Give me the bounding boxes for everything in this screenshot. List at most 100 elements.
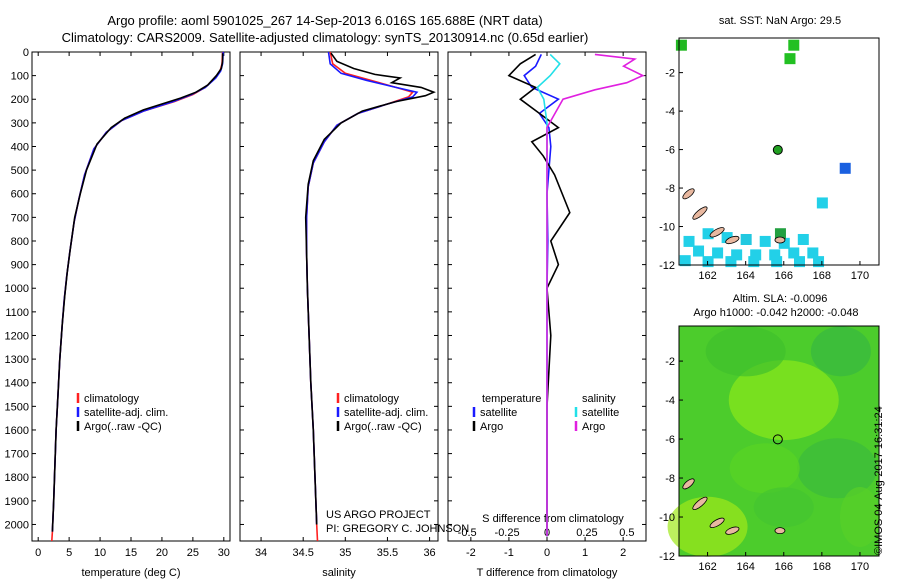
- y-tick-label: -2: [665, 356, 675, 368]
- sst-pixel: [788, 39, 800, 51]
- y-tick-label: -2: [665, 68, 675, 80]
- y-tick-label: 400: [11, 141, 29, 153]
- x-tick-label: 25: [187, 547, 199, 559]
- series-difference-3: [546, 53, 645, 537]
- project-label: US ARGO PROJECT: [326, 509, 431, 521]
- plot-frame-temperature: [31, 51, 231, 542]
- sst-pixel: [712, 247, 724, 259]
- sst-pixel: [748, 256, 760, 268]
- x2-tick-label: 0.25: [576, 527, 597, 539]
- y-tick-label: 1100: [5, 307, 29, 319]
- sst-pixel: [725, 256, 737, 268]
- y-tick-label: 2000: [5, 519, 29, 531]
- legend-temperature-1-label: satellite-adj. clim.: [84, 407, 168, 419]
- x-tick-label: 162: [698, 270, 716, 282]
- sst-pixel: [816, 197, 828, 209]
- sst-pixel: [740, 233, 752, 245]
- sst-pixel: [759, 235, 771, 247]
- sst-pixel: [794, 256, 805, 268]
- sla-map-subtitle: Argo h1000: -0.042 h2000: -0.048: [693, 307, 858, 319]
- sla-blob: [810, 326, 871, 377]
- y-tick-label: 1600: [5, 425, 29, 437]
- sst-pixel: [813, 256, 825, 268]
- series-temperature-2: [51, 53, 224, 532]
- y-tick-label: 1200: [5, 330, 29, 342]
- y-tick-label: 1800: [5, 472, 29, 484]
- sla-map-title: Altim. SLA: -0.0096: [733, 293, 828, 305]
- y-tick-label: -12: [659, 551, 675, 563]
- x2-tick-label: -0.25: [495, 527, 520, 539]
- y-tick-label: 0: [23, 47, 29, 59]
- series-salinity-2: [304, 52, 436, 525]
- map-frame-sla_map: [678, 325, 880, 557]
- y-tick-label: -8: [665, 183, 675, 195]
- y-tick-label: 100: [11, 71, 29, 83]
- y-tick-label: -6: [665, 145, 675, 157]
- x-tick-label: 164: [736, 270, 754, 282]
- x-tick-label: 20: [156, 547, 168, 559]
- chart-title-line1: Argo profile: aoml 5901025_267 14-Sep-20…: [107, 13, 543, 28]
- sst-pixel: [839, 162, 851, 174]
- chart-title-line2: Climatology: CARS2009. Satellite-adjuste…: [61, 30, 589, 45]
- sst-pixel: [721, 232, 733, 244]
- y-tick-label: 200: [11, 94, 29, 106]
- sla-blob: [753, 487, 814, 528]
- sla-blob: [705, 326, 786, 377]
- island-shape: [709, 227, 725, 238]
- imos-timestamp: ©IMOS 04-Aug-2017 16:31:24: [873, 406, 885, 555]
- sst-pixel: [788, 247, 800, 259]
- panel-temperature: 0 5 10 15 20 25 300100200300400500600700800900…: [5, 47, 231, 579]
- sst-pixel: [750, 249, 762, 261]
- y-tick-label: -10: [659, 222, 675, 234]
- map-frame-sst_map: [678, 37, 880, 266]
- panel-salinity: 34 34.5 35 35.5 36 salinity: [239, 51, 439, 579]
- island-shape: [692, 496, 708, 510]
- legend-salinity-heading: salinity: [582, 393, 616, 405]
- x-tick-label: 34.5: [292, 547, 313, 559]
- island-shape: [692, 206, 708, 220]
- island-shape: [725, 526, 740, 535]
- x-tick-label: 168: [813, 561, 831, 573]
- x-tick-label: 166: [775, 561, 793, 573]
- sst-pixel: [731, 249, 743, 261]
- x-tick-label: 36: [423, 547, 435, 559]
- legend-sal-argo-label: Argo: [582, 421, 605, 433]
- y-tick-label: -4: [665, 106, 675, 118]
- y-tick-label: -4: [665, 395, 675, 407]
- sla-blob: [839, 487, 880, 548]
- sla-blob: [667, 496, 748, 557]
- island-shape: [725, 235, 740, 245]
- x-tick-label: 15: [125, 547, 137, 559]
- x-tick-label: 35.5: [377, 547, 398, 559]
- x-tick-label: 170: [851, 561, 869, 573]
- sst-pixel: [702, 228, 714, 240]
- argo-position-marker: [772, 144, 783, 155]
- sst-pixel: [784, 53, 796, 65]
- x-axis-label: salinity: [322, 567, 356, 579]
- sst-pixel: [797, 233, 809, 245]
- sst-pixel: [693, 245, 705, 257]
- x-tick-label: 168: [813, 270, 831, 282]
- x-tick-label: 0: [35, 547, 41, 559]
- y-tick-label: -8: [665, 473, 675, 485]
- series-difference-1: [507, 53, 571, 537]
- y-tick-label: 1000: [5, 283, 29, 295]
- x2-tick-label: -0.5: [458, 527, 477, 539]
- y-tick-label: 900: [11, 260, 29, 272]
- x-tick-label: 2: [620, 547, 626, 559]
- y-tick-label: 1500: [5, 401, 29, 413]
- sla-blob: [797, 438, 878, 499]
- sst-pixel: [774, 228, 786, 240]
- x-tick-label: 162: [698, 561, 716, 573]
- sst-pixel: [778, 237, 790, 249]
- x-tick-label: 34: [255, 547, 267, 559]
- y-tick-label: 1900: [5, 496, 29, 508]
- legend-salinity-2-label: Argo(..raw -QC): [344, 421, 422, 433]
- pi-label: PI: GREGORY C. JOHNSON: [326, 523, 469, 535]
- island-shape: [774, 527, 786, 535]
- sla-blob: [728, 360, 839, 441]
- x-tick-label: 35: [339, 547, 351, 559]
- legend-sal-satellite-label: satellite: [582, 407, 619, 419]
- y-tick-label: 500: [11, 165, 29, 177]
